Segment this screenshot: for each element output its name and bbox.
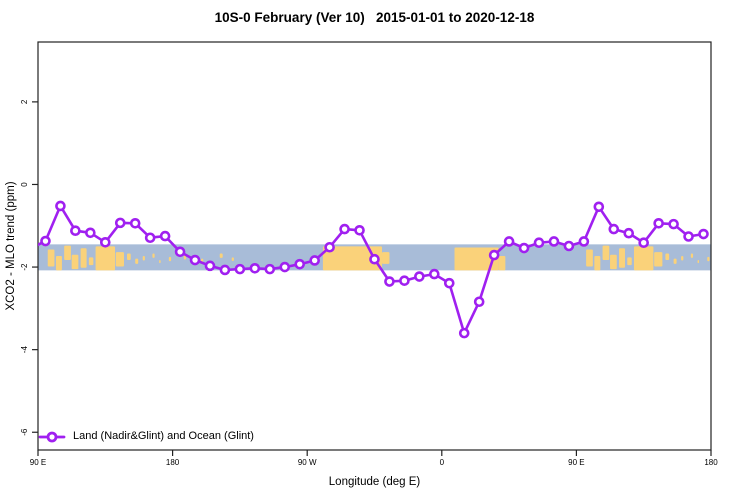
map-band-land — [381, 252, 390, 264]
y-tick-label: -6 — [20, 428, 29, 436]
map-band-land — [673, 258, 677, 264]
data-point — [189, 254, 201, 266]
data-point — [399, 275, 410, 286]
x-tick-label: 0 — [440, 458, 445, 467]
y-tick-label: 0 — [20, 182, 29, 187]
data-point — [55, 200, 66, 212]
map-band-land — [690, 253, 694, 258]
x-tick-label: 180 — [704, 458, 718, 467]
legend-label: Land (Nadir&Glint) and Ocean (Glint) — [73, 430, 254, 442]
data-point — [324, 241, 335, 253]
data-point — [518, 242, 530, 254]
data-point — [294, 258, 306, 270]
data-point — [698, 228, 709, 240]
data-point — [593, 201, 605, 213]
data-point — [369, 253, 380, 265]
map-band-land — [594, 256, 601, 271]
data-point — [264, 263, 276, 275]
data-point — [608, 223, 620, 235]
data-point — [414, 271, 425, 282]
y-axis-title: XCO2 - MLO trend (ppm) — [5, 181, 17, 311]
y-tick-label: -4 — [20, 346, 29, 354]
map-band-land — [88, 257, 94, 266]
data-point — [503, 236, 515, 247]
map-band-land — [231, 257, 234, 261]
data-point — [249, 262, 261, 274]
series-line — [38, 204, 705, 335]
data-point — [473, 296, 485, 308]
y-tick-label: 2 — [20, 99, 29, 104]
data-point — [70, 225, 81, 237]
map-band-land — [627, 257, 632, 266]
data-point — [174, 246, 186, 258]
data-point — [668, 218, 679, 230]
data-point — [638, 237, 650, 248]
data-point — [354, 225, 365, 236]
map-band-land — [498, 256, 506, 271]
map-band-land — [168, 256, 172, 262]
map-band-land — [71, 254, 79, 270]
map-band-land — [322, 246, 382, 271]
data-point — [578, 236, 590, 247]
data-point — [309, 255, 320, 266]
data-point — [279, 261, 291, 273]
map-band-land — [454, 247, 499, 271]
map-band-land — [126, 253, 131, 260]
x-axis-title: Longitude (deg E) — [328, 476, 421, 488]
data-point — [683, 231, 694, 242]
x-tick-label: 90 E — [568, 458, 584, 467]
data-point — [563, 240, 575, 252]
map-band-land — [681, 256, 684, 261]
data-point — [40, 235, 51, 247]
data-point — [204, 260, 216, 272]
map-band-land — [586, 249, 593, 267]
map-band-land — [602, 245, 610, 260]
x-tick-label: 90 W — [298, 458, 317, 467]
data-point — [443, 277, 455, 289]
map-band-land — [610, 254, 617, 270]
data-point — [533, 237, 545, 248]
data-point — [458, 327, 470, 339]
map-band-land — [55, 256, 62, 271]
data-point — [159, 230, 171, 242]
chart-title: 10S-0 February (Ver 10) 2015-01-01 to 20… — [214, 10, 535, 25]
x-tick-label: 90 E — [30, 458, 46, 467]
map-band-land — [64, 245, 71, 260]
map-band-land — [633, 246, 654, 271]
map-band-land — [219, 253, 223, 258]
data-point — [653, 217, 664, 229]
map-band-land — [80, 248, 87, 268]
y-tick-label: -2 — [20, 263, 29, 271]
data-point — [129, 217, 141, 229]
map-band-land — [697, 259, 700, 264]
map-band-land — [115, 252, 124, 267]
map-band-land — [183, 255, 187, 260]
data-point — [100, 236, 111, 248]
data-point — [219, 264, 231, 276]
data-point — [488, 249, 500, 261]
data-point — [384, 276, 395, 287]
map-band-land — [95, 246, 116, 271]
map-band-land — [152, 253, 155, 258]
data-point — [144, 232, 156, 244]
map-band-land — [619, 248, 626, 268]
data-point — [548, 236, 560, 247]
legend-marker-symbol — [46, 431, 58, 443]
data-point — [85, 227, 96, 239]
map-band-land — [135, 258, 139, 264]
map-band-land — [142, 256, 145, 261]
data-point — [623, 227, 635, 239]
map-band-land — [665, 253, 670, 260]
x-tick-label: 180 — [166, 458, 180, 467]
data-point — [339, 223, 350, 235]
map-band-land — [654, 252, 663, 267]
map-band-land — [159, 259, 161, 264]
data-point — [429, 268, 440, 280]
data-point — [114, 217, 126, 229]
data-point — [234, 263, 246, 275]
map-band-land — [707, 256, 710, 262]
map-band-land — [47, 249, 55, 267]
